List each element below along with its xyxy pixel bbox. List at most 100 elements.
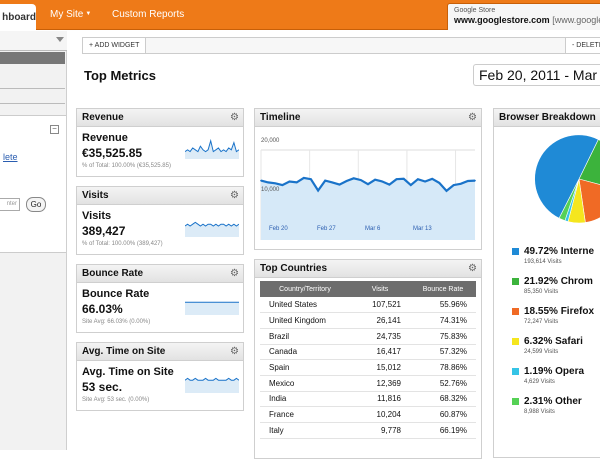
table-header-row: Country/Territory Visits Bounce Rate: [260, 281, 476, 297]
timeline-point: [381, 180, 384, 183]
timeline-point: [338, 183, 341, 186]
timeline-point: [431, 178, 433, 180]
country-cell[interactable]: United Kingdom: [260, 312, 350, 329]
country-cell[interactable]: Italy: [260, 422, 350, 439]
table-row[interactable]: United States 107,521 55.96%: [260, 297, 476, 314]
timeline-point: [467, 180, 469, 182]
country-cell[interactable]: France: [260, 406, 350, 423]
timeline-point: [374, 178, 376, 181]
legend-label: 1.19% Opera: [524, 366, 585, 377]
collapse-icon[interactable]: −: [50, 125, 59, 134]
gear-icon[interactable]: ⚙: [468, 112, 477, 123]
timeline-point: [281, 184, 284, 186]
delete-dashboard-button[interactable]: - DELETE: [565, 38, 600, 53]
sparkline: [185, 377, 239, 393]
bounce-rate-cell: 74.31%: [410, 312, 476, 329]
timeline-point: [417, 178, 419, 180]
legend-swatch: [512, 308, 519, 315]
bounce-rate-cell: 75.83%: [410, 328, 476, 345]
widget-header[interactable]: Avg. Time on Site ⚙: [77, 343, 243, 361]
sidebar-delete-link[interactable]: lete: [3, 152, 18, 162]
metric-value: 66.03%: [82, 302, 123, 316]
timeline-chart: [260, 149, 476, 240]
timeline-area: [261, 177, 475, 240]
tab-dashboard[interactable]: hboard: [0, 4, 36, 30]
metric-subtext: % of Total: 100.00% (389,427): [82, 241, 163, 247]
legend-label: 49.72% Interne: [524, 246, 595, 257]
timeline-x-label: Mar 6: [365, 226, 381, 232]
timeline-point: [367, 183, 369, 185]
country-cell[interactable]: Mexico: [260, 375, 350, 392]
widget-header[interactable]: Bounce Rate ⚙: [77, 265, 243, 283]
table-row[interactable]: Mexico 12,369 52.76%: [260, 375, 476, 392]
visits-cell: 9,778: [350, 422, 410, 439]
timeline-point: [395, 178, 398, 180]
tab-my-site[interactable]: My Site ▼: [50, 9, 91, 20]
table-row[interactable]: Canada 16,417 57.32%: [260, 344, 476, 361]
table-row[interactable]: India 11,816 68.32%: [260, 391, 476, 408]
tab-custom-reports[interactable]: Custom Reports: [112, 9, 184, 20]
metric-subtext: Site Avg: 66.03% (0.00%): [82, 319, 151, 325]
gear-icon[interactable]: ⚙: [468, 263, 477, 274]
timeline-point: [402, 178, 405, 180]
table-row[interactable]: Italy 9,778 66.19%: [260, 422, 476, 439]
widget-header[interactable]: Revenue ⚙: [77, 109, 243, 127]
legend-visits: 193,614 Visits: [524, 259, 562, 265]
timeline-point: [445, 190, 448, 192]
tab-my-site-label: My Site: [50, 9, 84, 20]
timeline-point: [288, 180, 291, 183]
country-cell[interactable]: Spain: [260, 359, 350, 376]
date-range-picker[interactable]: Feb 20, 2011 - Mar 22: [473, 64, 600, 86]
widget-title: Bounce Rate: [82, 268, 144, 279]
table-row[interactable]: Brazil 24,735 75.83%: [260, 328, 476, 345]
sidebar-divider: [0, 103, 65, 104]
site-selector[interactable]: Google Store www.googlestore.com [www.go…: [447, 3, 600, 30]
column-header[interactable]: Bounce Rate: [410, 281, 476, 297]
gear-icon[interactable]: ⚙: [230, 190, 239, 201]
bounce-rate-cell: 68.32%: [410, 391, 476, 408]
widget-title: Visits: [82, 190, 109, 201]
table-row[interactable]: Spain 15,012 78.86%: [260, 359, 476, 376]
legend-visits: 85,350 Visits: [524, 289, 559, 295]
widget-title: Browser Breakdown: [499, 112, 596, 123]
sidebar-selected-item[interactable]: [0, 52, 65, 64]
widget-header[interactable]: Visits ⚙: [77, 187, 243, 205]
metric-value: 53 sec.: [82, 380, 123, 394]
chevron-down-icon[interactable]: [56, 37, 64, 42]
timeline-x-label: Mar 13: [413, 226, 432, 232]
table-row[interactable]: France 10,204 60.87%: [260, 406, 476, 423]
timeline-point: [352, 177, 355, 180]
timeline-x-label: Feb 20: [269, 226, 288, 232]
column-header[interactable]: Visits: [350, 281, 410, 297]
bounce-rate-cell: 66.19%: [410, 422, 476, 439]
metric-value: €35,525.85: [82, 146, 143, 160]
widget-header[interactable]: Browser Breakdown: [494, 109, 600, 127]
legend-swatch: [512, 248, 519, 255]
gear-icon[interactable]: ⚙: [230, 268, 239, 279]
widget-header[interactable]: Timeline ⚙: [255, 109, 481, 127]
legend-swatch: [512, 278, 519, 285]
country-cell[interactable]: Canada: [260, 344, 350, 361]
gear-icon[interactable]: ⚙: [230, 112, 239, 123]
sidebar-input[interactable]: nter: [0, 198, 20, 211]
bounce-rate-cell: 55.96%: [410, 297, 476, 314]
column-header[interactable]: Country/Territory: [260, 281, 350, 297]
legend-visits: 4,629 Visits: [524, 379, 555, 385]
gear-icon[interactable]: ⚙: [230, 346, 239, 357]
bounce-rate-cell: 78.86%: [410, 359, 476, 376]
add-widget-button[interactable]: + ADD WIDGET: [83, 38, 147, 53]
country-cell[interactable]: India: [260, 391, 350, 408]
metric-name: Revenue: [82, 132, 128, 144]
country-cell[interactable]: United States: [260, 297, 350, 314]
site-account: [www.googlestore: [552, 15, 600, 25]
metric-name: Visits: [82, 210, 112, 222]
country-cell[interactable]: Brazil: [260, 328, 350, 345]
sparkline-line: [185, 221, 239, 227]
bounce-rate-cell: 57.32%: [410, 344, 476, 361]
pie-slice: [578, 139, 600, 185]
widget-header[interactable]: Top Countries ⚙: [255, 260, 481, 278]
go-button[interactable]: Go: [26, 197, 46, 212]
legend-swatch: [512, 398, 519, 405]
table-row[interactable]: United Kingdom 26,141 74.31%: [260, 312, 476, 329]
sparkline-area: [185, 378, 239, 393]
